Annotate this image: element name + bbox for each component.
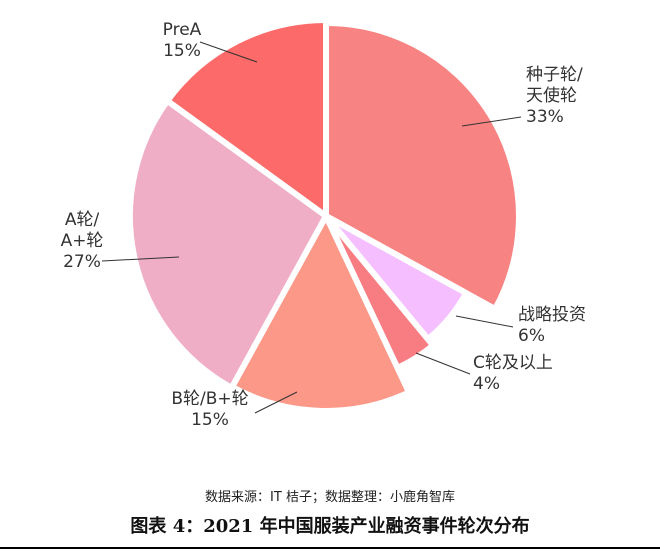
slice-name: 种子轮/	[526, 65, 583, 85]
pie-slice	[229, 213, 412, 414]
leader-line	[101, 256, 180, 262]
leader-line	[455, 315, 514, 328]
slice-name: PreA	[163, 20, 202, 40]
leader-lines	[101, 41, 522, 414]
leader-line	[461, 116, 522, 127]
slice-percent: 15%	[163, 41, 201, 61]
slice-name: B轮/B+轮	[171, 389, 248, 409]
leader-line	[199, 41, 258, 63]
source-note: 数据来源：IT 桔子；数据整理：小鹿角智库	[205, 490, 455, 505]
slice-percent: 4%	[473, 374, 500, 394]
leader-line	[415, 352, 471, 375]
slice-label: PreA 15%	[163, 20, 202, 61]
bottom-rule	[0, 547, 660, 549]
slice-percent: 27%	[63, 252, 101, 272]
pie-chart: 种子轮/天使轮 33%战略投资 6%C轮及以上 4%B轮/B+轮 15%A轮/A+轮 27…	[60, 17, 586, 430]
leader-line	[254, 391, 298, 414]
slice-name: C轮及以上	[473, 353, 553, 373]
slice-name: 天使轮	[526, 85, 577, 106]
slice-label: B轮/B+轮 15%	[171, 389, 248, 430]
slice-label: A轮/A+轮 27%	[61, 210, 104, 272]
slice-label: C轮及以上 4%	[473, 353, 553, 394]
slice-labels: 种子轮/天使轮 33%战略投资 6%C轮及以上 4%B轮/B+轮 15%A轮/A+轮 27…	[61, 20, 586, 430]
slice-name: A+轮	[61, 231, 104, 251]
pie-slice	[164, 17, 329, 219]
slice-percent: 15%	[191, 410, 229, 430]
slice-label: 战略投资 6%	[518, 305, 586, 346]
slice-percent: 33%	[526, 107, 564, 127]
slice-name: A轮/	[65, 210, 100, 230]
figure-caption: 图表 4：2021 年中国服装产业融资事件轮次分布	[130, 516, 530, 537]
pie-slice	[126, 97, 329, 391]
slice-label: 种子轮/天使轮 33%	[526, 65, 583, 127]
slice-percent: 6%	[518, 326, 545, 346]
pie-slice	[323, 20, 522, 312]
slice-name: 战略投资	[518, 305, 586, 325]
pie-slices	[126, 17, 522, 414]
